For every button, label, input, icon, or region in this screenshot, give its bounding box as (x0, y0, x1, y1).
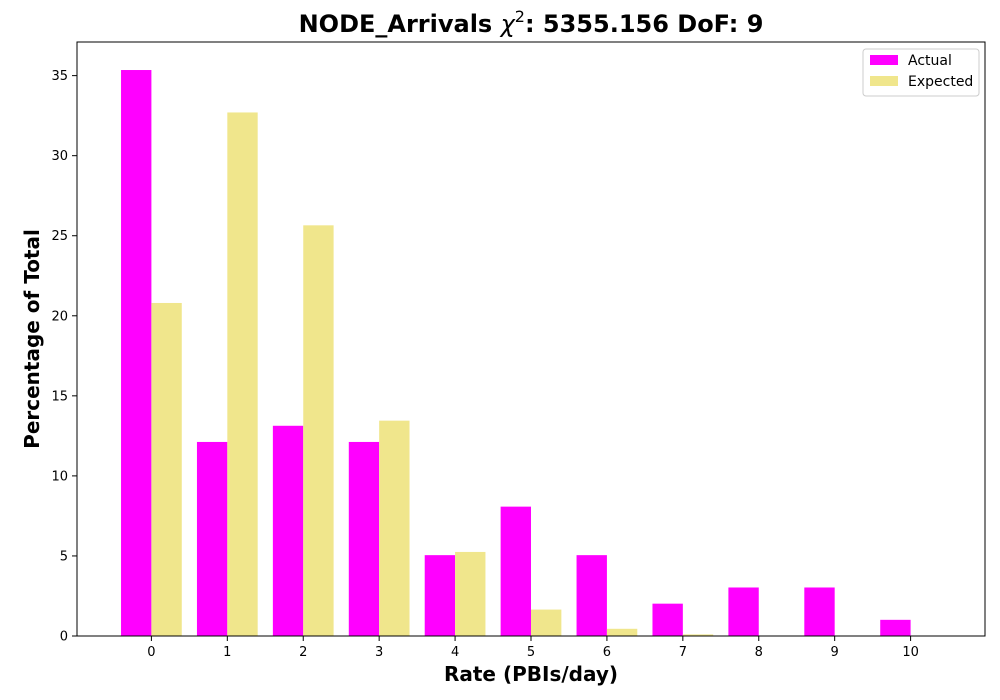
x-tick-label-9: 9 (831, 645, 839, 660)
bar-actual-7 (652, 604, 682, 636)
y-axis-label: Percentage of Total (20, 229, 44, 449)
title-superscript: 2 (515, 7, 525, 26)
chart-title: NODE_Arrivals χ2: 5355.156 DoF: 9 (299, 7, 764, 38)
bar-actual-10 (880, 620, 910, 636)
y-tick-label-30: 30 (51, 149, 68, 164)
bar-expected-0 (151, 303, 181, 636)
y-tick-label-10: 10 (51, 469, 68, 484)
title-suffix: : 5355.156 DoF: 9 (525, 10, 763, 38)
bar-actual-1 (197, 442, 227, 636)
legend-label-expected: Expected (908, 74, 973, 90)
bar-actual-3 (349, 442, 379, 636)
series-expected-bars (151, 112, 789, 636)
y-tick-label-0: 0 (60, 630, 68, 645)
x-axis-label: Rate (PBIs/day) (444, 662, 618, 686)
legend-label-actual: Actual (908, 53, 952, 69)
y-tick-label-20: 20 (51, 309, 68, 324)
legend-swatch-expected (870, 76, 898, 86)
plot-area: 0 1 2 3 4 5 6 7 8 9 10 0 5 10 15 20 25 30 35 Actual Expected (51, 42, 985, 660)
x-tick-label-10: 10 (902, 645, 919, 660)
x-tick-label-3: 3 (375, 645, 383, 660)
legend: Actual Expected (863, 49, 979, 96)
y-tick-label-35: 35 (51, 69, 68, 84)
y-tick-label-25: 25 (51, 229, 68, 244)
bar-actual-6 (577, 555, 607, 636)
x-tick-label-1: 1 (223, 645, 231, 660)
bar-actual-8 (728, 587, 758, 636)
bar-expected-2 (303, 225, 333, 636)
bar-expected-3 (379, 421, 409, 636)
x-tick-label-7: 7 (679, 645, 687, 660)
x-tick-label-2: 2 (299, 645, 307, 660)
bar-actual-5 (501, 507, 531, 636)
y-tick-label-15: 15 (51, 389, 68, 404)
bar-actual-0 (121, 70, 151, 636)
bar-actual-2 (273, 426, 303, 636)
bar-expected-1 (227, 112, 257, 636)
title-prefix: NODE_Arrivals (299, 10, 501, 38)
x-tick-label-6: 6 (603, 645, 611, 660)
legend-swatch-actual (870, 55, 898, 65)
x-tick-label-0: 0 (147, 645, 155, 660)
bar-expected-4 (455, 552, 485, 636)
x-tick-label-5: 5 (527, 645, 535, 660)
bar-expected-6 (607, 629, 637, 636)
x-tick-label-8: 8 (755, 645, 763, 660)
title-chi-symbol: χ (499, 10, 516, 38)
y-tick-label-5: 5 (60, 549, 68, 564)
bar-expected-5 (531, 610, 561, 636)
x-tick-label-4: 4 (451, 645, 459, 660)
bar-actual-9 (804, 587, 834, 636)
bar-actual-4 (425, 555, 455, 636)
